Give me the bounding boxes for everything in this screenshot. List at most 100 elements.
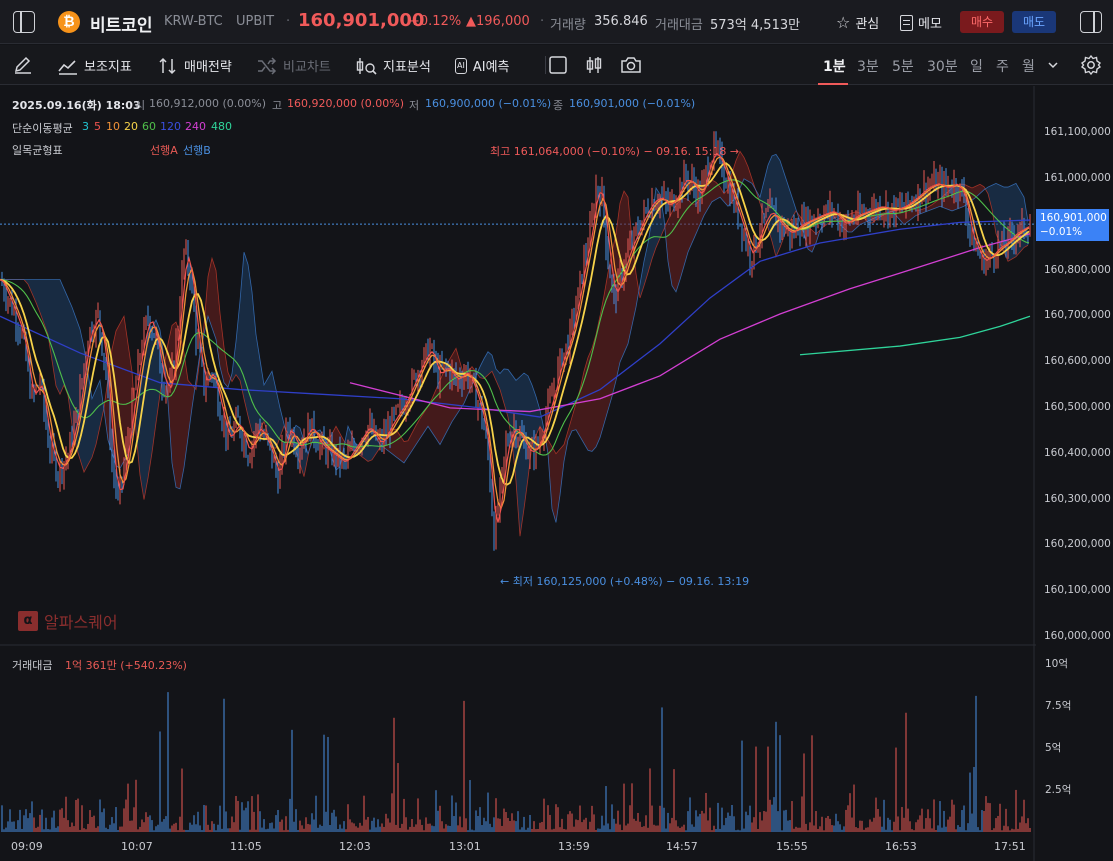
time-axis-tick: 15:55 — [776, 840, 808, 853]
square-icon — [549, 56, 567, 74]
timeframe-week[interactable]: 주 — [996, 59, 1009, 75]
market-pair: KRW-BTC — [164, 14, 223, 29]
ichimoku-cloud-segment — [948, 187, 952, 211]
volume-axis-tick: 5억 — [1045, 742, 1062, 754]
ichimoku-cloud-segment — [152, 319, 156, 453]
timeframe-5m[interactable]: 5분 — [892, 59, 914, 75]
indicator-analysis-button[interactable]: 지표분석 — [355, 56, 431, 75]
ichimoku-cloud-segment — [500, 368, 504, 404]
ichimoku-cloud-segment — [1024, 197, 1028, 248]
time-axis-tick: 10:07 — [121, 840, 153, 853]
ichimoku-cloud-segment — [496, 368, 500, 390]
timeframe-dropdown[interactable] — [1046, 58, 1060, 72]
ai-icon: AI — [455, 57, 467, 74]
time-axis-tick: 14:57 — [666, 840, 698, 853]
screenshot-button[interactable] — [620, 56, 642, 74]
indicators-button[interactable]: 보조지표 — [58, 56, 132, 75]
ichimoku-cloud-segment — [124, 316, 128, 462]
ichimoku-cloud-segment — [156, 319, 160, 423]
ichimoku-cloud-segment — [740, 151, 744, 188]
timeframe-day[interactable]: 일 — [970, 59, 983, 75]
ichimoku-cloud-segment — [208, 258, 212, 328]
ichimoku-legend-title[interactable]: 일목균형표 — [12, 144, 63, 157]
leading-span-b-label: 선행B — [183, 144, 211, 157]
separator-dot: · — [286, 14, 291, 29]
ichimoku-cloud-segment — [272, 371, 276, 449]
ma240-label: 240 — [185, 120, 206, 133]
buy-button[interactable]: 매수 — [960, 11, 1004, 33]
ichimoku-cloud-segment — [484, 351, 488, 379]
ichimoku-cloud-segment — [68, 297, 72, 426]
watermark-text: 알파스퀘어 — [44, 613, 118, 632]
current-price-tag: 160,901,000 −0.01% — [1036, 209, 1109, 241]
toolbar-divider — [545, 56, 546, 74]
change-amount: ▲196,000 — [466, 14, 530, 29]
ichimoku-cloud-segment — [96, 380, 100, 445]
timeframe-3m[interactable]: 3분 — [857, 59, 879, 75]
ichimoku-cloud-segment — [116, 323, 120, 469]
watchlist-button[interactable]: ☆ 관심 — [836, 13, 879, 32]
ma3-label: 3 — [82, 120, 89, 133]
coin-name[interactable]: 비트코인 — [90, 16, 153, 36]
price-axis-tick: 161,000,000 — [1044, 172, 1111, 184]
ma-legend-title[interactable]: 단순이동평균 — [12, 122, 73, 135]
ichimoku-cloud-segment — [60, 279, 64, 395]
timeframe-month[interactable]: 월 — [1022, 59, 1035, 75]
ma5-line — [0, 153, 1030, 523]
gear-icon — [1080, 54, 1102, 76]
ichimoku-cloud-segment — [220, 313, 224, 383]
alphasquare-logo-icon: α — [18, 611, 38, 631]
draw-tool-button[interactable] — [13, 56, 33, 74]
ma120-label: 120 — [160, 120, 181, 133]
ichimoku-cloud-segment — [604, 272, 608, 424]
price-chart[interactable] — [0, 86, 1113, 861]
session-low-annotation: ← 최저 160,125,000 (+0.48%) − 09.16. 13:19 — [500, 575, 750, 588]
ichimoku-cloud-segment — [708, 179, 712, 209]
change-percent: +0.12% — [409, 14, 462, 29]
watchlist-label: 관심 — [855, 17, 880, 32]
ichimoku-cloud-segment — [56, 279, 60, 395]
right-panel-toggle-icon[interactable] — [1080, 11, 1102, 33]
strategy-button[interactable]: 매매전략 — [158, 56, 232, 75]
timeframe-30m[interactable]: 30분 — [927, 59, 958, 75]
ai-predict-button[interactable]: AI AI예측 — [455, 56, 510, 75]
sell-button[interactable]: 매도 — [1012, 11, 1056, 33]
top-header: ₿ 비트코인 KRW-BTC UPBIT · 160,901,000 +0.12… — [0, 0, 1113, 44]
ichimoku-cloud-segment — [428, 398, 432, 433]
price-axis-tick: 160,300,000 — [1044, 493, 1111, 505]
time-axis-tick: 17:51 — [994, 840, 1026, 853]
current-price-tag-pct: −0.01% — [1040, 226, 1083, 238]
volume-panel-label[interactable]: 거래대금 — [12, 659, 53, 672]
ichimoku-cloud-segment — [348, 426, 352, 450]
ichimoku-cloud-segment — [780, 160, 784, 248]
low-value: 160,900,000 (−0.01%) — [425, 97, 552, 110]
chevron-down-icon — [1048, 62, 1058, 69]
leading-span-a-line — [0, 150, 1029, 537]
exchange-name: UPBIT — [236, 14, 275, 29]
layout-button[interactable] — [548, 56, 568, 74]
ichimoku-cloud-segment — [572, 403, 576, 431]
memo-button[interactable]: 메모 — [900, 13, 942, 32]
chart-settings-button[interactable] — [1080, 54, 1102, 76]
low-label: 저 — [409, 99, 420, 112]
price-axis-tick: 160,700,000 — [1044, 309, 1111, 321]
chart-type-button[interactable] — [584, 56, 604, 74]
timeframe-1m[interactable]: 1분 — [823, 59, 846, 75]
ichimoku-cloud-segment — [588, 348, 592, 452]
leading-span-a-label: 선행A — [150, 144, 178, 157]
ichimoku-cloud-segment — [508, 369, 512, 442]
ichimoku-cloud-segment — [32, 279, 36, 303]
camera-icon — [621, 57, 641, 73]
ichimoku-cloud-segment — [52, 279, 56, 386]
ichimoku-cloud-segment — [584, 357, 588, 451]
compare-chart-button[interactable]: 비교차트 — [257, 56, 331, 75]
ma240-line — [349, 233, 1031, 413]
volume-axis-tick: 10억 — [1045, 658, 1069, 670]
chart-toolbar: 보조지표 매매전략 비교차트 지표분석 AI AI예측 — [0, 45, 1113, 85]
ohlc-date: 2025.09.16(화) 18:03 — [12, 99, 141, 112]
sidebar-toggle-icon[interactable] — [13, 11, 35, 33]
ichimoku-cloud-segment — [432, 389, 436, 439]
ichimoku-cloud-segment — [44, 279, 48, 335]
trade-amount-value: 573억 4,513만 — [710, 18, 801, 33]
ichimoku-cloud-segment — [552, 446, 556, 523]
